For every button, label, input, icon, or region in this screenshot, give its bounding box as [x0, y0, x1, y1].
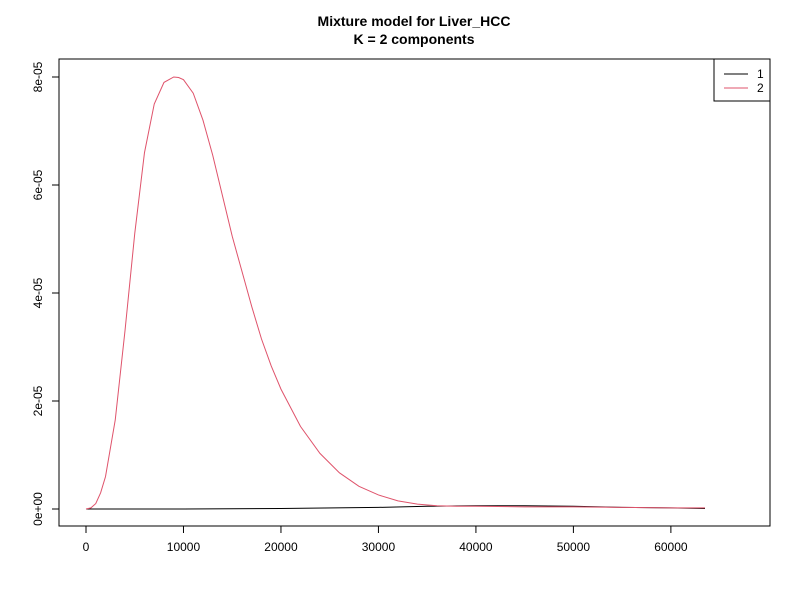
x-tick-label: 50000	[557, 540, 591, 554]
legend: 12	[713, 58, 771, 102]
chart-subtitle: K = 2 components	[354, 31, 475, 47]
y-tick-label: 8e-05	[31, 61, 45, 92]
x-tick-label: 20000	[264, 540, 298, 554]
y-axis: 0e+00 2e-05 4e-05 6e-05 8e-05	[31, 61, 60, 526]
y-tick-label: 0e+00	[31, 492, 45, 526]
series-layer	[85, 76, 706, 510]
plot-frame	[58, 58, 771, 527]
y-tick-label: 4e-05	[31, 277, 45, 308]
y-tick-label: 2e-05	[31, 385, 45, 416]
x-tick-label: 0	[83, 540, 90, 554]
x-axis: 0 10000 20000 30000 40000 50000 60000	[83, 525, 688, 554]
series-line-2	[85, 76, 705, 510]
legend-label-1: 1	[757, 67, 764, 81]
x-tick-label: 60000	[654, 540, 688, 554]
x-tick-label: 30000	[362, 540, 396, 554]
x-tick-label: 40000	[459, 540, 493, 554]
legend-box	[713, 58, 771, 102]
chart-title: Mixture model for Liver_HCC	[318, 13, 511, 29]
legend-label-2: 2	[757, 81, 764, 95]
y-tick-label: 6e-05	[31, 169, 45, 200]
x-tick-label: 10000	[167, 540, 201, 554]
